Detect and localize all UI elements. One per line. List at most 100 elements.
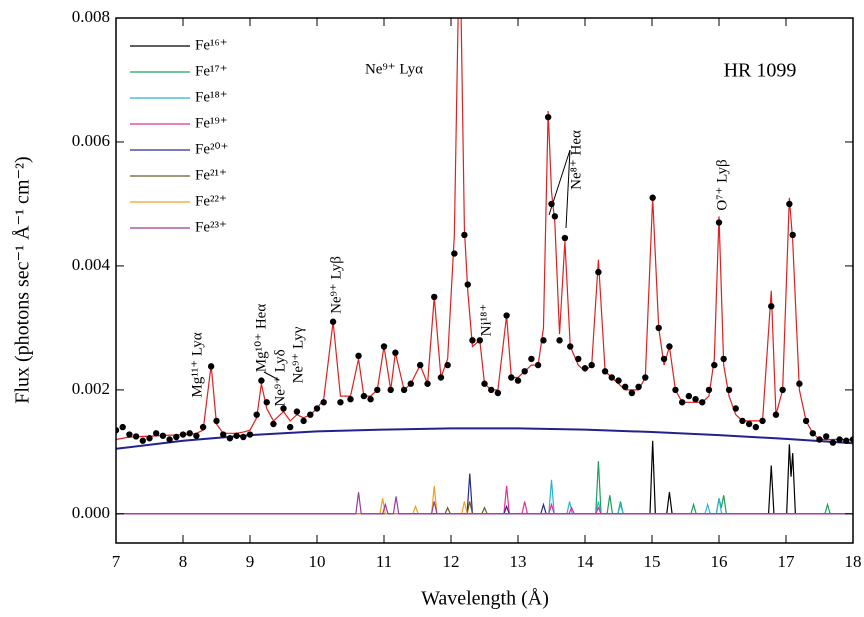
data-point [561,234,569,242]
annotation: Ne⁸⁺ Heα [568,130,584,190]
data-point [263,399,270,406]
annotation: Ne⁹⁺ Lyγ [290,326,306,383]
data-point [199,423,207,431]
data-point [153,430,160,437]
connector [263,371,280,381]
connector [548,149,571,216]
data-point [544,113,552,121]
plot-frame [115,17,854,544]
data-point [514,377,522,384]
data-point [789,231,796,239]
data-point [581,365,589,372]
data-point [159,432,167,439]
data-point [469,337,476,344]
data-point [380,343,388,350]
data-point [132,433,140,440]
legend-label: Fe²³⁺ [195,219,227,235]
data-point [829,439,837,446]
data-point [809,430,816,437]
y-tick-label: 0.000 [72,503,110,522]
annotation: Mg¹¹⁺ Lyα [189,332,205,397]
data-point [139,437,146,444]
data-point [508,374,515,381]
data-point [337,399,344,406]
data-point [588,361,595,369]
data-point [705,386,713,394]
data-point [739,417,746,425]
data-point [759,417,766,425]
data-point [207,363,215,370]
data-point [431,293,438,301]
data-point [575,355,582,363]
data-point [802,417,810,425]
data-point [685,392,693,400]
data-point [451,250,458,257]
data-point [715,219,723,226]
data-point [387,386,394,394]
data-point [367,395,374,403]
data-point [551,213,559,220]
data-point [725,386,733,394]
legend-label: Fe²¹⁺ [195,167,227,183]
legend-label: Fe¹⁸⁺ [195,89,228,105]
data-point [796,380,803,387]
data-point [678,399,686,406]
data-point [270,420,277,428]
data-point [293,408,301,415]
continuum-line [116,427,853,450]
data-point [836,436,843,443]
x-tick-label: 8 [179,552,188,571]
data-point [488,386,495,394]
data-point [374,386,381,394]
data-point [672,386,679,394]
data-point [655,324,662,332]
data-point [595,268,602,276]
data-point [660,355,668,363]
x-tick-label: 17 [778,552,796,571]
data-point [253,411,260,418]
annotation: Mg¹⁰⁺ Heα [253,304,269,373]
data-point [494,389,502,397]
component-line [116,485,853,515]
data-point [226,435,234,442]
data-point [556,337,563,344]
data-point [461,231,468,239]
component-line [116,440,853,515]
x-tick-label: 7 [112,552,121,571]
data-point [416,361,424,369]
data-point [567,343,574,350]
legend-label: Fe¹⁶⁺ [195,37,228,53]
data-point [424,380,431,387]
data-point [320,399,327,406]
data-point [786,200,793,208]
data-point [287,423,294,431]
data-point [329,318,337,325]
data-point [503,312,510,319]
x-tick-label: 13 [510,552,527,571]
data-point [711,361,718,369]
data-point [745,420,753,428]
data-point [193,432,200,439]
component-line [116,492,853,515]
data-point [360,392,368,400]
data-point [528,355,535,363]
data-point [146,435,153,442]
data-point [313,405,321,412]
y-tick-label: 0.006 [72,131,110,150]
data-point [635,383,642,391]
data-point [521,368,528,375]
annotation: Ne⁹⁺ Lyα [365,61,423,77]
x-tick-label: 9 [246,552,255,571]
data-point [166,436,173,443]
data-point [720,355,727,363]
x-tick-label: 18 [845,552,862,571]
data-point [692,395,699,403]
data-point [622,383,629,391]
data-point [116,426,120,434]
legend-label: Fe¹⁹⁺ [195,115,228,131]
data-point [732,405,739,412]
data-point [666,343,673,350]
data-point [392,349,399,356]
data-point [779,386,786,394]
